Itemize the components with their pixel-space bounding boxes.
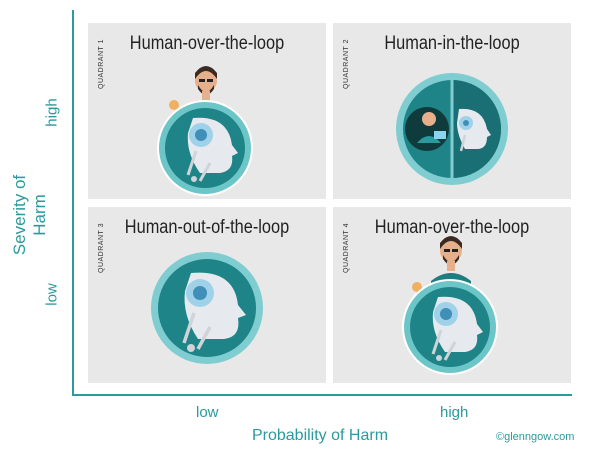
quadrant-title: Human-in-the-loop bbox=[384, 33, 520, 54]
y-tick-low: low bbox=[43, 283, 61, 306]
y-tick-high: high bbox=[43, 98, 61, 127]
x-axis-line bbox=[72, 394, 572, 396]
quadrant-title: Human-over-the-loop bbox=[374, 217, 530, 238]
hand-icon bbox=[412, 282, 422, 292]
quadrant-2: QUADRANT 2 Human-in-the-loop bbox=[333, 23, 571, 199]
quadrant-1: QUADRANT 1 Human-over-the-loop bbox=[88, 23, 326, 199]
hand-icon bbox=[169, 100, 179, 110]
robot-head-icon bbox=[157, 100, 253, 196]
x-axis-label: Probability of Harm bbox=[251, 427, 389, 444]
human-in-loop-illustration bbox=[396, 73, 508, 185]
human-icon bbox=[431, 236, 471, 285]
human-at-computer-icon bbox=[405, 107, 449, 151]
robot-head-icon bbox=[402, 279, 498, 375]
human-over-robot-illustration bbox=[157, 66, 253, 196]
x-tick-high: high bbox=[440, 404, 469, 421]
x-tick-low: low bbox=[196, 404, 219, 421]
robot-only-illustration bbox=[151, 252, 263, 364]
human-over-robot-illustration bbox=[402, 236, 498, 375]
y-axis-line bbox=[72, 10, 74, 396]
credit-text: ©glenngow.com bbox=[496, 431, 575, 443]
y-axis-label: Severity of Harm bbox=[10, 174, 49, 256]
quadrant-title: Human-over-the-loop bbox=[129, 33, 285, 54]
quadrant-title: Human-out-of-the-loop bbox=[124, 217, 290, 238]
quadrant-3: QUADRANT 3 Human-out-of-the-loop bbox=[88, 207, 326, 383]
quadrant-4: QUADRANT 4 Human-over-the-loop bbox=[333, 207, 571, 383]
robot-head-icon bbox=[151, 252, 263, 364]
robot-head-icon bbox=[457, 108, 491, 152]
